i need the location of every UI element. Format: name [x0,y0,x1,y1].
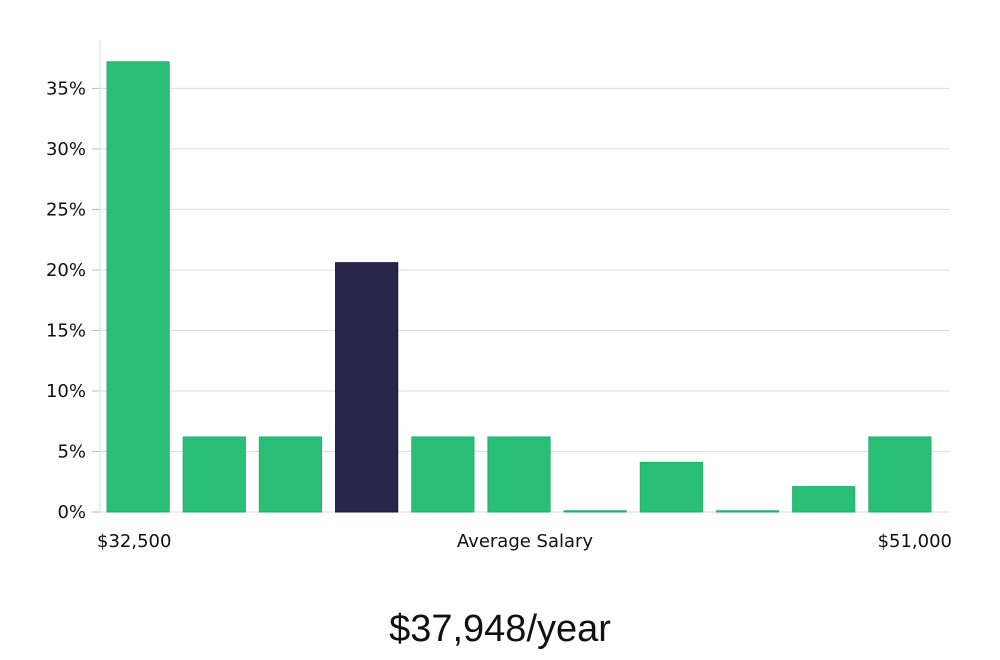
y-tick-label: 30% [46,139,86,160]
bar [792,486,856,513]
x-axis-max-label: $51,000 [878,531,952,552]
x-axis-title: Average Salary [457,531,594,552]
bars [106,61,932,513]
y-tick-label: 20% [46,260,86,281]
bar [258,436,323,513]
average-salary-headline: $37,948/year [389,608,611,650]
y-tick-label: 10% [46,381,86,402]
y-tick-label: 25% [46,199,86,220]
bar [639,461,703,513]
bar [106,61,170,513]
bar-highlighted [335,262,399,513]
bar [715,510,780,513]
x-axis-min-label: $32,500 [97,531,171,552]
bar [563,510,627,513]
bar [411,436,475,513]
bar [868,436,932,513]
bar [487,436,551,513]
y-tick-label: 15% [46,320,86,341]
y-tick-label: 5% [57,441,86,462]
y-axis-ticks: 0% 5% 10% 15% 20% 25% 30% 35% [46,78,100,523]
bar [182,436,246,513]
salary-histogram: 0% 5% 10% 15% 20% 25% 30% 35% $32,500 Average S… [46,40,952,552]
y-tick-label: 35% [46,78,86,99]
y-tick-label: 0% [57,502,86,523]
